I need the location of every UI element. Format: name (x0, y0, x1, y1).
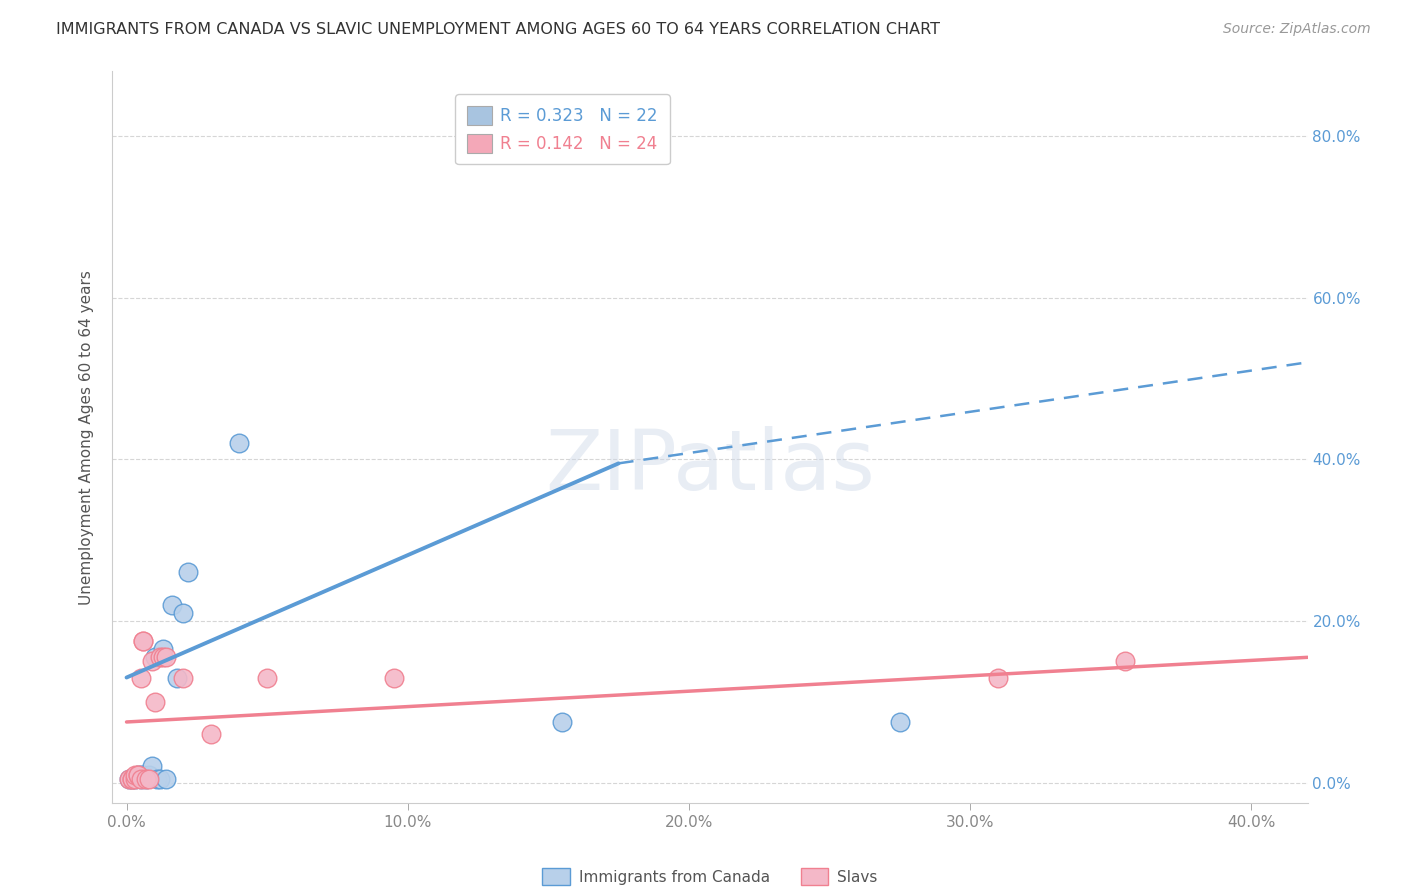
Point (121, 772, 143, 786)
Point (118, 772, 141, 786)
Point (382, 671, 405, 685)
Text: IMMIGRANTS FROM CANADA VS SLAVIC UNEMPLOYMENT AMONG AGES 60 TO 64 YEARS CORRELAT: IMMIGRANTS FROM CANADA VS SLAVIC UNEMPLO… (56, 22, 941, 37)
Point (141, 759, 163, 773)
Y-axis label: Unemployment Among Ages 60 to 64 years: Unemployment Among Ages 60 to 64 years (79, 269, 94, 605)
Point (155, 650, 177, 665)
Point (121, 772, 143, 786)
Point (152, 642, 174, 657)
Point (124, 772, 146, 786)
Point (132, 634, 155, 648)
Point (124, 767, 146, 781)
Point (135, 772, 157, 786)
Point (256, 671, 278, 685)
Point (200, 727, 222, 741)
Point (149, 772, 172, 786)
Point (124, 772, 146, 786)
Legend: Immigrants from Canada, Slavs: Immigrants from Canada, Slavs (536, 862, 884, 891)
Point (166, 671, 188, 685)
Point (1114, 654, 1136, 668)
Point (135, 772, 157, 786)
Point (155, 772, 177, 786)
Point (132, 767, 155, 781)
Point (132, 634, 155, 648)
Point (987, 671, 1010, 685)
Point (141, 654, 163, 668)
Point (127, 767, 149, 781)
Point (228, 436, 250, 450)
Point (172, 606, 194, 620)
Point (118, 772, 141, 786)
Point (152, 650, 174, 665)
Point (121, 772, 143, 786)
Point (146, 772, 169, 786)
Point (138, 767, 160, 781)
Point (127, 767, 149, 781)
Point (889, 714, 911, 729)
Point (177, 566, 200, 580)
Text: Source: ZipAtlas.com: Source: ZipAtlas.com (1223, 22, 1371, 37)
Point (172, 671, 194, 685)
Point (149, 650, 172, 665)
Point (551, 714, 574, 729)
Point (129, 671, 152, 685)
Point (143, 695, 166, 709)
Point (129, 772, 152, 786)
Text: ZIPatlas: ZIPatlas (546, 425, 875, 507)
Point (138, 772, 160, 786)
Point (127, 767, 149, 781)
Point (160, 598, 183, 612)
Point (143, 650, 166, 665)
Point (129, 772, 152, 786)
Point (129, 767, 152, 781)
